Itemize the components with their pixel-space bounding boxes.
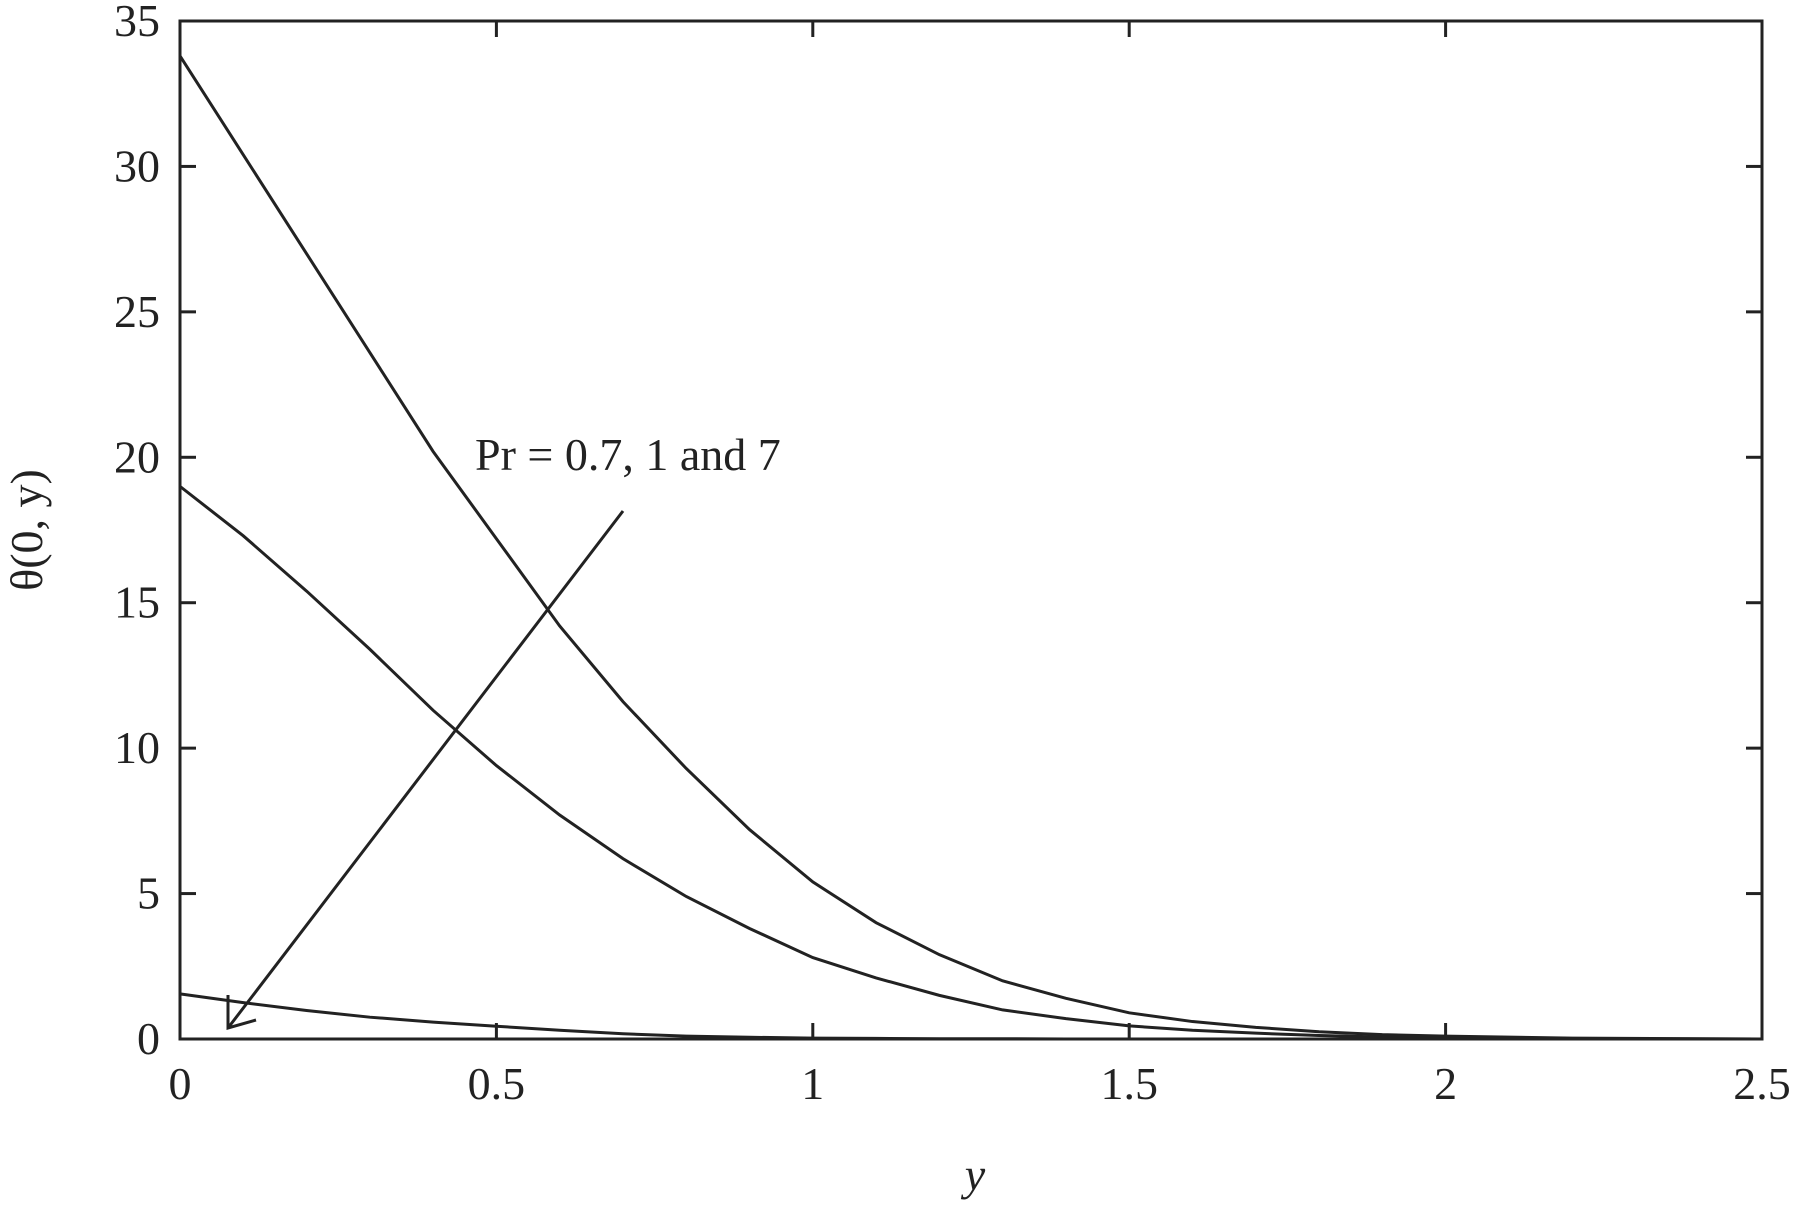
annotation-arrow: [226, 510, 625, 1030]
x-tick-label: 0.5: [468, 1058, 526, 1109]
data-line: [179, 485, 1763, 1041]
x-tick-label: 2: [1434, 1058, 1457, 1109]
x-tick-label: 2.5: [1733, 1058, 1791, 1109]
y-tick-label: 25: [114, 286, 160, 337]
y-tick-label: 35: [114, 0, 160, 46]
data-line: [179, 992, 1762, 1041]
x-axis-label: y: [961, 1149, 986, 1200]
y-tick-label: 15: [114, 577, 160, 628]
y-tick-label: 10: [114, 722, 160, 773]
x-tick-label: 1: [801, 1058, 824, 1109]
x-tick-label: 0: [169, 1058, 192, 1109]
x-tick-label: 1.5: [1100, 1058, 1158, 1109]
y-tick-label: 20: [114, 431, 160, 482]
plot-frame: [178, 19, 1764, 1041]
y-axis-label: θ(0, y): [1, 469, 52, 591]
y-tick-label: 30: [114, 140, 160, 191]
annotation: Pr = 0.7, 1 and 7: [475, 429, 781, 480]
y-tick-label: 0: [137, 1013, 160, 1064]
y-tick-label: 5: [137, 868, 160, 919]
data-line: [178, 55, 1763, 1041]
